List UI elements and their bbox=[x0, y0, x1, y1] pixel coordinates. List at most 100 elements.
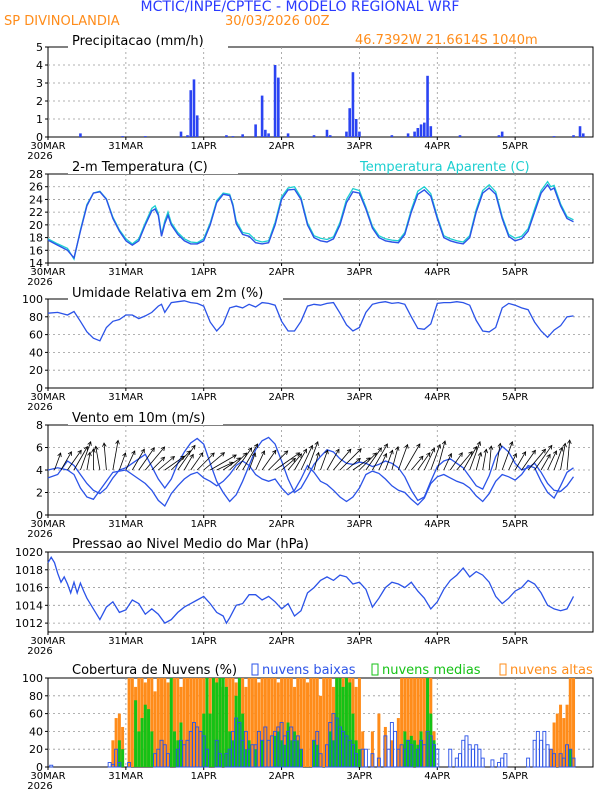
wind-arrow-head bbox=[383, 443, 388, 449]
cloud-bar-nuvens-altas bbox=[559, 704, 563, 767]
y-tick-label: 14 bbox=[29, 257, 43, 270]
y-tick-label: 20 bbox=[29, 743, 43, 756]
precip-bar bbox=[429, 126, 433, 137]
wind-arrow-head bbox=[567, 439, 572, 444]
cloud-bar-nuvens-altas bbox=[296, 678, 300, 767]
precip-bar bbox=[328, 135, 332, 137]
wind-arrow-head bbox=[426, 452, 431, 457]
x-tick-label: 30MAR bbox=[30, 141, 65, 152]
cloud-bar-nuvens-medias bbox=[432, 740, 436, 767]
wind-arrow-head bbox=[430, 447, 436, 453]
cloud-bar-nuvens-altas bbox=[260, 678, 264, 767]
y-tick-label: 0 bbox=[36, 509, 43, 522]
title-background bbox=[68, 662, 593, 677]
precip-bar bbox=[345, 131, 348, 137]
x-tick-label: 4APR bbox=[424, 141, 450, 152]
x-tick-label: 5APR bbox=[502, 392, 528, 403]
precip-bar bbox=[552, 136, 556, 137]
wind-arrow bbox=[86, 452, 91, 471]
plot-frame bbox=[47, 46, 594, 138]
cloud-bar-nuvens-medias bbox=[247, 740, 251, 767]
cloud-bar-nuvens-medias bbox=[286, 722, 290, 767]
cloud-bar-nuvens-baixas bbox=[477, 748, 482, 768]
precip-bar bbox=[195, 115, 199, 137]
cloud-bar-nuvens-medias bbox=[289, 740, 293, 767]
year-label: 2026 bbox=[27, 277, 52, 288]
wind-arrow-head bbox=[473, 445, 478, 451]
precip-bar bbox=[581, 133, 585, 137]
y-tick-label: 20 bbox=[29, 364, 43, 377]
precip-bar bbox=[179, 131, 183, 137]
cloud-bar-nuvens-baixas bbox=[205, 748, 209, 768]
cloud-bar-nuvens-altas bbox=[306, 682, 310, 767]
wind-arrow-head bbox=[447, 452, 453, 458]
wind-arrow bbox=[436, 440, 446, 471]
cloud-bar-nuvens-medias bbox=[224, 686, 228, 767]
wind-arrow-head bbox=[377, 447, 382, 452]
wind-arrow-head bbox=[189, 453, 194, 459]
x-tick-label: 3APR bbox=[346, 392, 372, 403]
wind-arrow bbox=[118, 452, 126, 471]
year-label: 2026 bbox=[27, 646, 52, 657]
title-background bbox=[68, 285, 283, 300]
wind-arrow-head bbox=[483, 448, 489, 454]
legend-entry: nuvens baixas bbox=[262, 663, 356, 678]
x-tick-label: 4APR bbox=[424, 392, 450, 403]
y-tick-label: 4 bbox=[36, 464, 43, 477]
cloud-bar-nuvens-altas bbox=[160, 678, 164, 767]
x-tick-label: 5APR bbox=[502, 267, 528, 278]
wind-arrow bbox=[177, 445, 196, 471]
wind-arrow bbox=[501, 441, 513, 471]
cloud-bar-nuvens-medias bbox=[335, 678, 339, 767]
precip-bar bbox=[264, 129, 267, 137]
x-tick-label: 2APR bbox=[268, 392, 294, 403]
x-tick-label: 5APR bbox=[502, 519, 528, 530]
wind-arrow bbox=[73, 446, 88, 471]
x-tick-label: 1APR bbox=[191, 392, 217, 403]
wind-arrow bbox=[391, 446, 399, 471]
cloud-bar-nuvens-medias bbox=[351, 713, 355, 767]
x-tick-label: 2APR bbox=[268, 519, 294, 530]
wind-arrow-head bbox=[283, 450, 289, 455]
cloud-bar-nuvens-baixas bbox=[354, 753, 359, 768]
cloud-bar-nuvens-altas bbox=[150, 678, 154, 767]
cloud-bar-nuvens-baixas bbox=[166, 753, 170, 768]
cloud-bar-nuvens-altas bbox=[302, 678, 306, 767]
x-tick-label: 2APR bbox=[268, 267, 294, 278]
y-tick-label: 0 bbox=[36, 131, 43, 144]
x-tick-label: 31MAR bbox=[108, 519, 143, 530]
y-tick-label: 80 bbox=[29, 311, 43, 324]
wind-arrow bbox=[495, 443, 501, 471]
cloud-bar-nuvens-medias bbox=[260, 740, 264, 767]
series-line-pressao bbox=[47, 556, 575, 625]
wind-arrow-head bbox=[210, 452, 215, 457]
y-tick-label: 1 bbox=[36, 113, 43, 126]
wind-arrow-head bbox=[546, 453, 551, 459]
wind-arrow bbox=[183, 454, 194, 471]
cloud-bar-nuvens-baixas bbox=[490, 759, 495, 768]
precip-bar bbox=[192, 79, 196, 137]
x-tick-label: 31MAR bbox=[108, 392, 143, 403]
wind-arrow-head bbox=[87, 451, 92, 457]
y-tick-label: 28 bbox=[29, 168, 43, 181]
wind-arrow bbox=[475, 452, 482, 471]
precip-bar bbox=[254, 124, 257, 137]
y-tick-label: 22 bbox=[29, 206, 43, 219]
cloud-bar-nuvens-medias bbox=[143, 704, 147, 767]
wind-arrow-head bbox=[308, 444, 314, 450]
wind-arrow bbox=[326, 449, 340, 471]
cloud-bar-nuvens-medias bbox=[231, 740, 235, 767]
cloud-bar-nuvens-medias bbox=[179, 722, 183, 767]
wind-arrow bbox=[229, 452, 247, 471]
cloud-bar-nuvens-baixas bbox=[526, 757, 531, 768]
wind-arrow-head bbox=[150, 447, 155, 452]
precip-bar bbox=[416, 128, 420, 137]
wind-arrow-head bbox=[458, 452, 463, 457]
cloud-bar-nuvens-medias bbox=[254, 749, 258, 767]
cloud-bar-nuvens-baixas bbox=[386, 748, 391, 768]
wind-arrow bbox=[320, 450, 329, 471]
cloud-bar-nuvens-altas bbox=[403, 678, 407, 767]
wind-arrow bbox=[365, 447, 382, 471]
x-tick-label: 31MAR bbox=[108, 771, 143, 782]
